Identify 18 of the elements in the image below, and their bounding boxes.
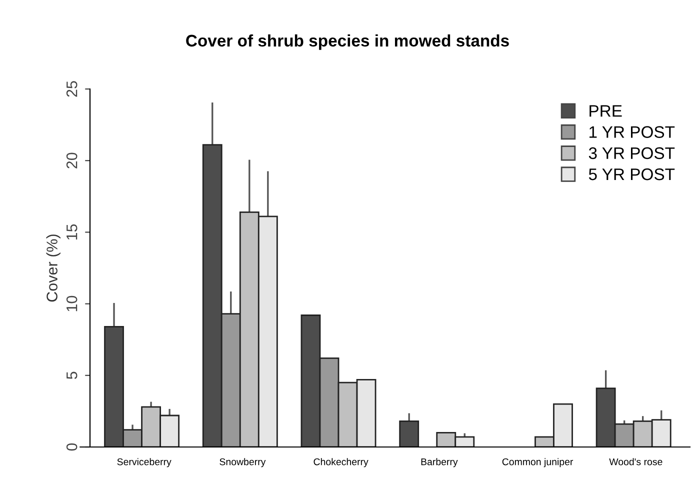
x-tick-label: Snowberry xyxy=(220,458,266,468)
y-tick-label: 15 xyxy=(66,224,78,240)
y-tick-label: 10 xyxy=(66,296,78,312)
legend-label: 5 YR POST xyxy=(588,168,675,180)
x-tick-label: Barberry xyxy=(421,458,458,468)
legend-label: 3 YR POST xyxy=(588,147,675,160)
chart-title: Cover of shrub species in mowed stands xyxy=(186,34,509,50)
legend-label: PRE xyxy=(590,105,622,117)
x-tick-label: Common juniper xyxy=(502,458,574,468)
y-axis-title: Cover (%) xyxy=(46,234,60,302)
x-tick-label: Wood's rose xyxy=(609,458,662,466)
legend-label: 1 YR POST xyxy=(590,126,675,138)
y-tick-label: 25 xyxy=(66,81,78,97)
x-tick-label: Chokecherry xyxy=(314,458,368,468)
y-tick-label: 20 xyxy=(66,152,78,168)
y-tick-label: 0 xyxy=(66,443,78,451)
x-tick-label: Serviceberry xyxy=(117,458,172,468)
y-tick-label: 5 xyxy=(66,372,78,380)
